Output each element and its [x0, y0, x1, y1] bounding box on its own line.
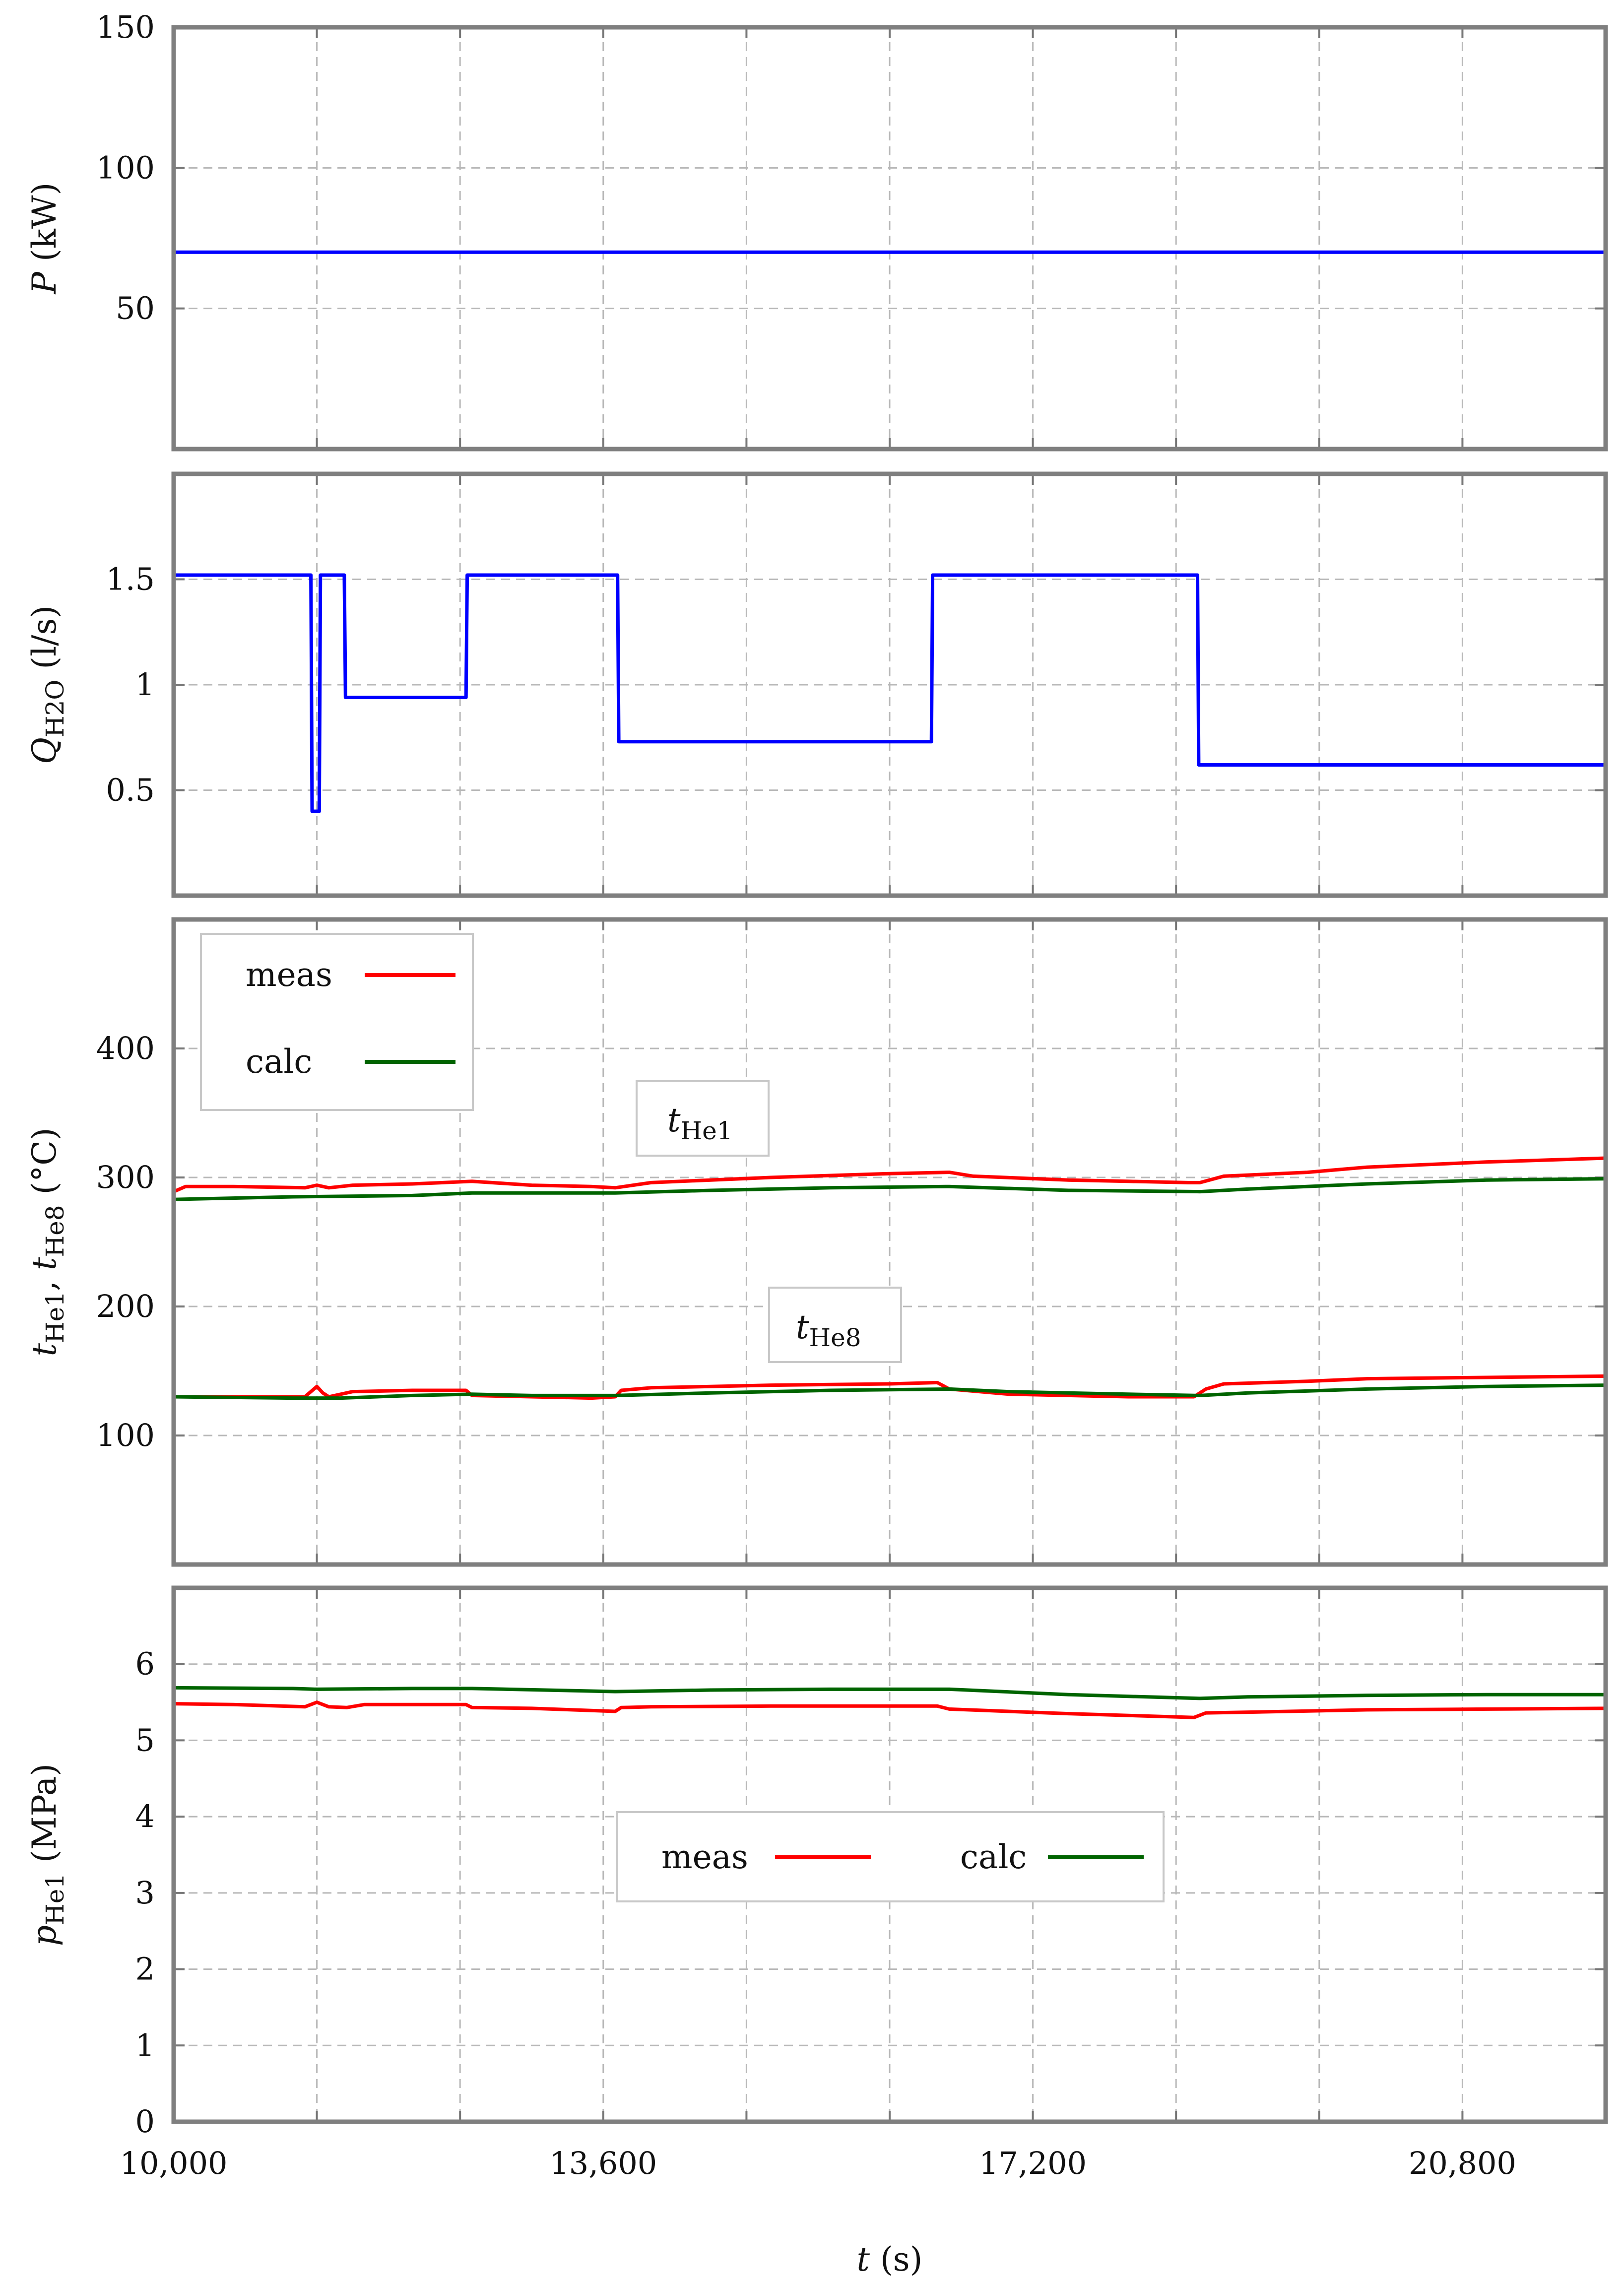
y-tick-label: 0	[135, 2103, 155, 2140]
panel-power: 50 100 150 P (kW)	[25, 9, 1608, 452]
x-axis-label: t (s)	[857, 2240, 923, 2279]
legend: meas calc	[200, 933, 474, 1111]
series-line-the1-calc	[173, 1177, 1606, 1201]
series-line-the8-calc	[173, 1383, 1606, 1400]
y-axis-label: QH2O (l/s)	[25, 605, 69, 764]
series-line-the8-meas	[174, 1374, 1606, 1400]
y-tick-label: 2	[135, 1951, 155, 1987]
series-line-qh2o	[174, 573, 1606, 813]
y-tick-label: 200	[96, 1288, 155, 1324]
y-tick-label: 3	[135, 1875, 155, 1911]
x-tick-label: 10,000	[120, 2145, 228, 2181]
legend-box	[200, 933, 474, 1111]
series-line-phe1-meas	[173, 1700, 1606, 1719]
y-tick-label: 0.5	[106, 772, 155, 808]
panel-flow: 0.5 1 1.5 QH2O (l/s)	[25, 471, 1608, 898]
series-line-the1-meas	[173, 1156, 1606, 1193]
y-axis-label: pHe1 (MPa)	[25, 1763, 69, 1946]
annotation-box	[636, 1080, 770, 1157]
annotation-label: tHe8	[796, 1308, 861, 1352]
legend-label-meas: meas	[246, 956, 332, 994]
y-tick-label: 1.5	[106, 561, 155, 597]
series-line-phe1-calc	[173, 1686, 1606, 1700]
annotation-the1: tHe1	[636, 1080, 770, 1157]
legend-label-meas: meas	[661, 1838, 748, 1876]
annotation-label: tHe1	[667, 1101, 733, 1145]
plot-frame	[171, 1585, 1608, 2124]
y-tick-label: 400	[96, 1030, 155, 1066]
x-tick-label: 13,600	[549, 2145, 657, 2181]
plot-frame	[171, 471, 1608, 898]
legend-label-calc: calc	[246, 1043, 312, 1081]
y-tick-label: 50	[116, 290, 155, 326]
panel-temperature: 100 200 300 400 tHe1, tHe8 (°C) meas calc tHe1 t…	[25, 917, 1608, 1567]
x-tick-label: 17,200	[979, 2145, 1087, 2181]
legend: meas calc	[616, 1811, 1165, 1902]
plot-frame	[171, 25, 1608, 452]
y-tick-label: 1	[135, 2027, 155, 2063]
y-tick-label: 300	[96, 1159, 155, 1195]
plot-frame	[171, 917, 1608, 1567]
y-tick-label: 5	[135, 1722, 155, 1758]
panel-pressure: 0 1 2 3 4 5 6 pHe1 (MPa) 10,000 13,600 17,200 20,80…	[25, 1585, 1608, 2279]
y-tick-label: 150	[96, 9, 155, 45]
legend-label-calc: calc	[960, 1838, 1027, 1876]
y-axis-label: P (kW)	[25, 183, 64, 295]
x-tick-label: 20,800	[1409, 2145, 1516, 2181]
y-tick-label: 1	[135, 666, 155, 703]
annotation-box	[768, 1287, 902, 1363]
y-tick-label: 100	[96, 1417, 155, 1453]
y-axis-label: tHe1, tHe8 (°C)	[25, 1127, 69, 1356]
y-tick-label: 100	[96, 149, 155, 186]
y-tick-label: 4	[135, 1798, 155, 1834]
annotation-the8: tHe8	[768, 1287, 902, 1363]
y-tick-label: 6	[135, 1646, 155, 1682]
